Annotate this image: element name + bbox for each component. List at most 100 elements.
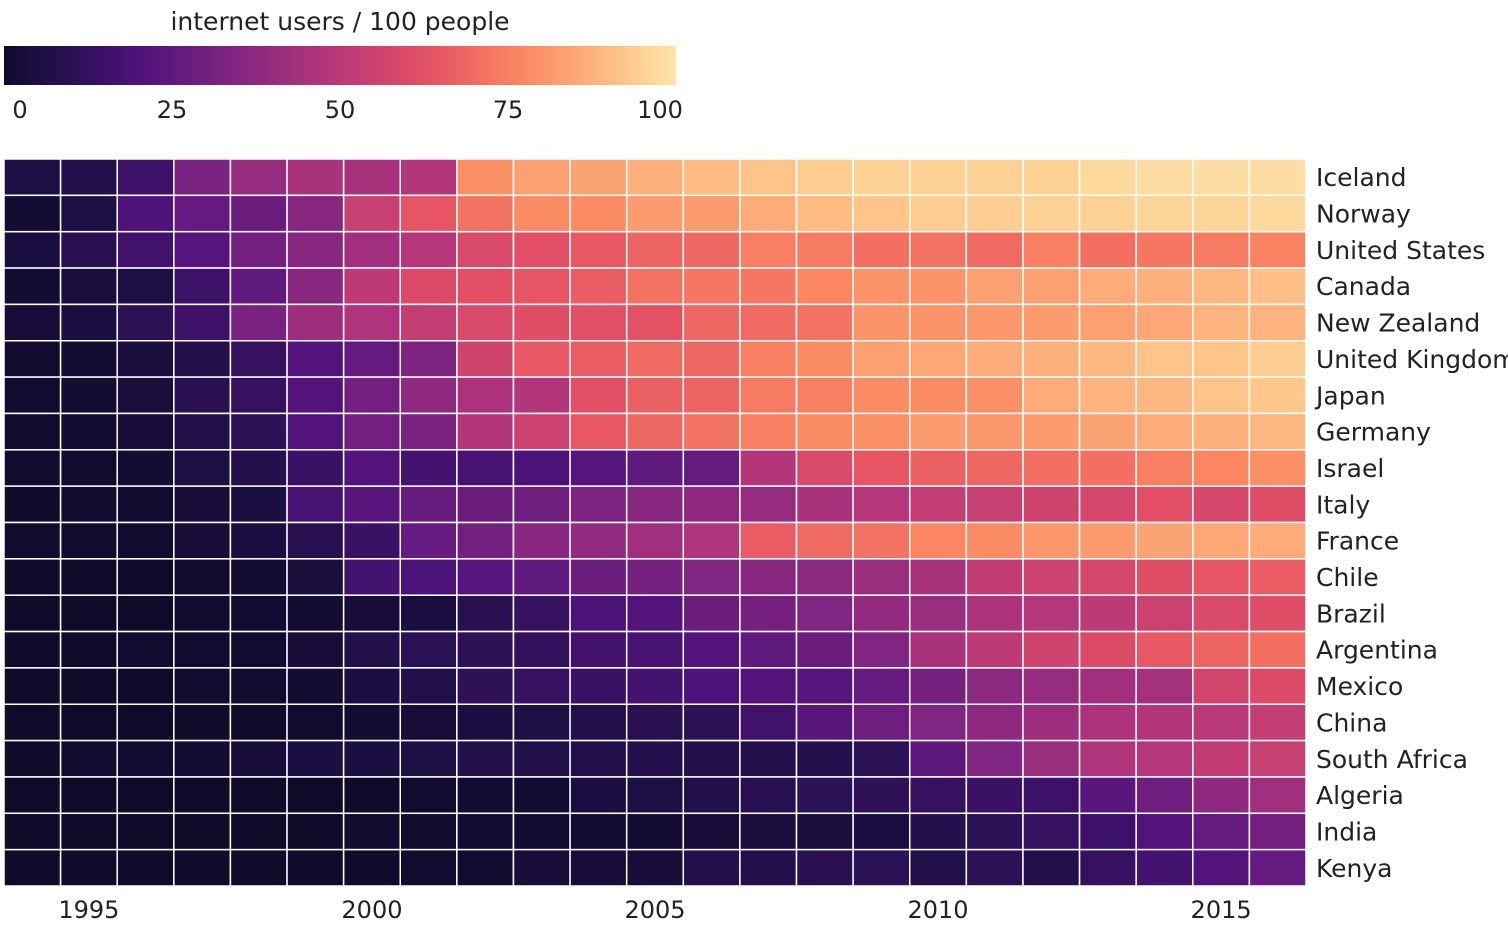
heatmap-cell: [682, 594, 741, 633]
heatmap-cell: [682, 667, 741, 706]
heatmap-cell: [116, 848, 175, 887]
heatmap-cell: [173, 667, 232, 706]
row-label: Canada: [1316, 272, 1411, 301]
heatmap-cell: [1022, 558, 1081, 596]
heatmap-cell: [908, 812, 968, 851]
heatmap-cell: [795, 848, 854, 887]
heatmap-cell: [342, 558, 402, 596]
heatmap-cell: [1192, 412, 1251, 451]
heatmap-cell: [569, 267, 628, 306]
heatmap-cell: [852, 667, 911, 706]
heatmap-cell: [116, 194, 175, 233]
heatmap-cell: [512, 776, 571, 815]
heatmap-cell: [682, 521, 741, 560]
heatmap-cell: [1135, 303, 1194, 342]
heatmap-cell: [116, 739, 175, 778]
legend-tick-label: 50: [325, 96, 356, 124]
heatmap-cell: [1078, 558, 1137, 596]
heatmap-cell: [965, 303, 1024, 342]
heatmap-cell: [1022, 594, 1081, 633]
heatmap-cell: [682, 812, 741, 851]
heatmap-cell: [456, 194, 515, 233]
heatmap-cell: [739, 267, 798, 306]
heatmap-cell: [512, 267, 571, 306]
heatmap-cell: [173, 739, 232, 778]
heatmap-cell: [1078, 667, 1137, 706]
heatmap-cell: [456, 667, 515, 706]
heatmap-cell: [1135, 630, 1194, 669]
heatmap-cell: [286, 812, 345, 851]
heatmap-cell: [682, 303, 741, 342]
heatmap-cell: [3, 449, 62, 487]
heatmap-cell: [3, 776, 62, 815]
heatmap-cell: [1078, 340, 1137, 378]
heatmap-cell: [399, 739, 458, 778]
heatmap-cell: [1192, 776, 1251, 815]
heatmap-cell: [908, 340, 968, 378]
heatmap-cell: [173, 340, 232, 378]
heatmap-cell: [173, 449, 232, 487]
heatmap-cell: [795, 703, 854, 742]
heatmap-cell: [286, 412, 345, 451]
heatmap-cell: [739, 376, 798, 415]
heatmap-cell: [173, 230, 232, 269]
heatmap-cell: [569, 376, 628, 415]
heatmap-cell: [116, 630, 175, 669]
heatmap-cell: [625, 158, 685, 197]
heatmap-cell: [739, 412, 798, 451]
heatmap-cell: [569, 158, 628, 197]
heatmap-cell: [399, 194, 458, 233]
heatmap-cell: [512, 812, 571, 851]
heatmap-cell: [229, 158, 288, 197]
heatmap-cell: [1022, 158, 1081, 197]
heatmap-cell: [1022, 667, 1081, 706]
row-label: Kenya: [1316, 854, 1393, 883]
heatmap-cell: [116, 267, 175, 306]
heatmap-cell: [173, 630, 232, 669]
heatmap-cell: [625, 412, 685, 451]
heatmap-cell: [965, 558, 1024, 596]
heatmap-cell: [852, 340, 911, 378]
heatmap-cell: [1192, 376, 1251, 415]
heatmap-cell: [286, 521, 345, 560]
heatmap-cell: [286, 594, 345, 633]
heatmap-cell: [1248, 667, 1307, 706]
heatmap-cell: [1248, 230, 1307, 269]
heatmap-cell: [682, 558, 741, 596]
heatmap-cell: [116, 485, 175, 524]
heatmap-cell: [116, 376, 175, 415]
heatmap-cell: [1022, 340, 1081, 378]
heatmap-cell: [59, 558, 118, 596]
legend-tick-label: 75: [493, 96, 524, 124]
heatmap-cell: [569, 303, 628, 342]
heatmap-cell: [229, 267, 288, 306]
heatmap-cell: [682, 158, 741, 197]
heatmap-cell: [512, 303, 571, 342]
x-tick-label: 2005: [624, 896, 685, 924]
heatmap-cell: [908, 158, 968, 197]
heatmap-cell: [852, 521, 911, 560]
heatmap-cell: [286, 340, 345, 378]
heatmap-cell: [1022, 703, 1081, 742]
heatmap-cell: [3, 194, 62, 233]
heatmap-cell: [173, 776, 232, 815]
heatmap-cell: [59, 485, 118, 524]
heatmap-cell: [1078, 776, 1137, 815]
heatmap-cell: [625, 267, 685, 306]
heatmap-cell: [795, 485, 854, 524]
heatmap-cell: [456, 848, 515, 887]
heatmap-cell: [456, 703, 515, 742]
heatmap-cell: [852, 485, 911, 524]
heatmap-cell: [456, 158, 515, 197]
heatmap-cell: [229, 558, 288, 596]
heatmap-cell: [908, 449, 968, 487]
heatmap-cell: [852, 776, 911, 815]
heatmap-cell: [512, 667, 571, 706]
heatmap-cell: [852, 703, 911, 742]
heatmap-cell: [59, 303, 118, 342]
heatmap-cell: [3, 485, 62, 524]
heatmap-cell: [399, 267, 458, 306]
heatmap-cell: [908, 412, 968, 451]
heatmap-cell: [1135, 703, 1194, 742]
heatmap-cell: [852, 376, 911, 415]
